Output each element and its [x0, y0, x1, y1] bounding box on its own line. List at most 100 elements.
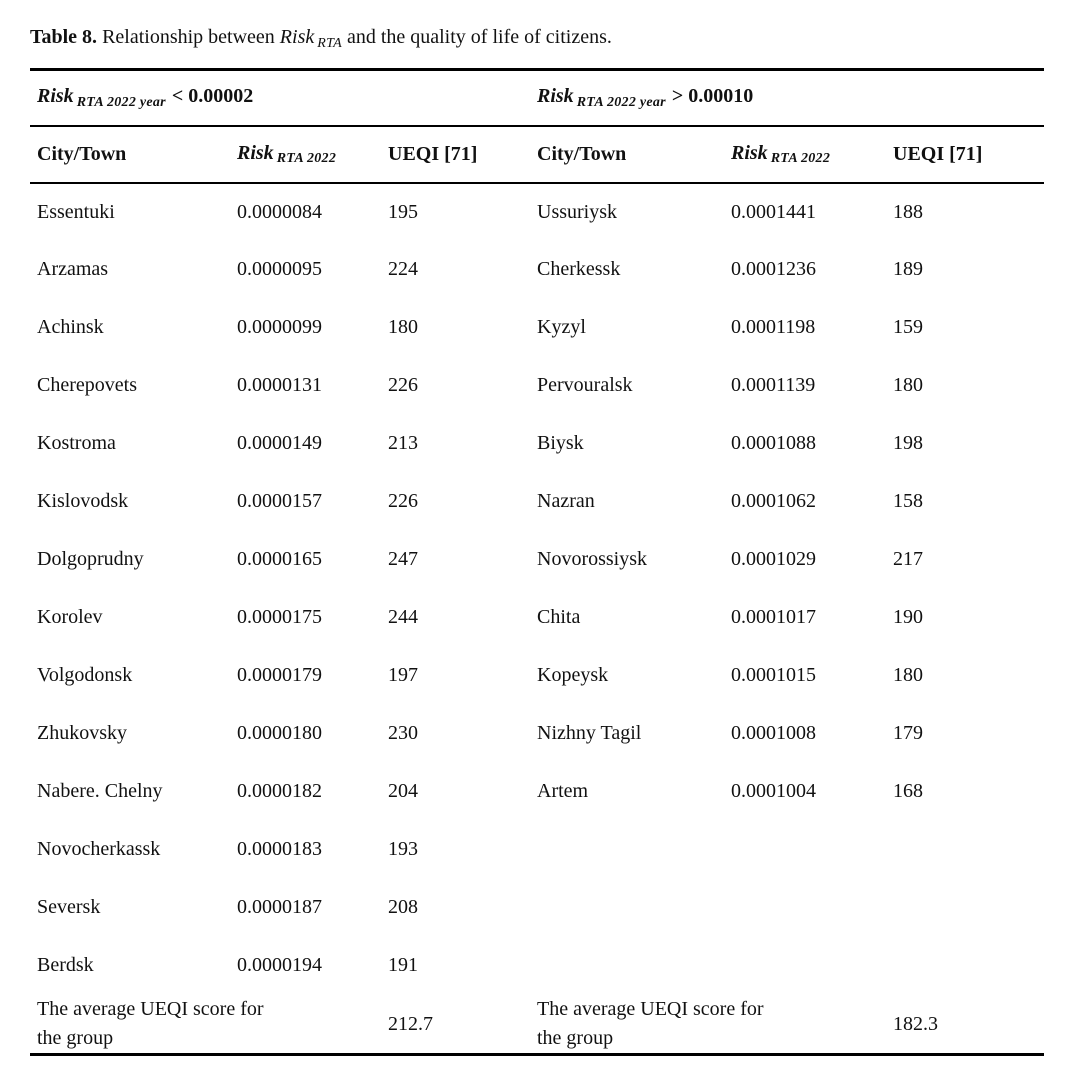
cell-city: Nizhny Tagil	[537, 722, 642, 745]
average-label-left: The average UEQI score for the group	[37, 998, 264, 1050]
cell-ueqi: 226	[388, 374, 418, 397]
table-row: Seversk 0.0000187 208	[30, 879, 1044, 937]
cell-ueqi: 195	[388, 200, 418, 223]
cell-city: Novorossiysk	[537, 548, 648, 571]
cell-city	[530, 879, 724, 937]
risk-ueqi-table: Risk RTA 2022 year < 0.00002 Risk RTA 2022 …	[30, 68, 1044, 1057]
cell-risk: 0.0000149	[237, 432, 322, 455]
col-header-ueqi-left: UEQI [71]	[381, 125, 530, 184]
risk-term-subscript: RTA	[317, 35, 342, 51]
cell-city: Artem	[537, 780, 589, 803]
col-header-risk-left: Risk RTA 2022	[230, 125, 381, 184]
table-row: Dolgoprudny 0.0000165 247 Novorossiysk 0.000…	[30, 531, 1044, 589]
cell-city: Achinsk	[37, 316, 104, 339]
group-left-risk-subscript: RTA 2022 year	[76, 94, 166, 110]
col-header-ueqi-right: UEQI [71]	[886, 125, 1044, 184]
table-row: Kostroma 0.0000149 213 Biysk 0.0001088 198	[30, 415, 1044, 473]
cell-risk: 0.0001029	[731, 548, 816, 571]
cell-risk: 0.0000194	[237, 954, 322, 977]
cell-risk: 0.0000131	[237, 374, 322, 397]
cell-risk: 0.0001015	[731, 664, 816, 687]
cell-ueqi: 244	[388, 606, 418, 629]
cell-ueqi: 197	[388, 664, 418, 687]
cell-risk: 0.0000157	[237, 490, 322, 513]
group-header-right: Risk RTA 2022 year > 0.00010	[530, 69, 1044, 127]
group-left-condition: < 0.00002	[171, 85, 254, 108]
cell-ueqi: 190	[893, 606, 923, 629]
cell-ueqi: 158	[893, 490, 923, 513]
table-caption-label: Table 8.	[30, 26, 98, 48]
table-row: Achinsk 0.0000099 180 Kyzyl 0.0001198 159	[30, 299, 1044, 357]
group-header-row: Risk RTA 2022 year < 0.00002 Risk RTA 2022 …	[30, 69, 1044, 127]
col-header-risk-word-left: Risk	[237, 141, 274, 164]
table-row: Kislovodsk 0.0000157 226 Nazran 0.0001062 158	[30, 473, 1044, 531]
group-left-risk-word: Risk	[37, 85, 74, 108]
cell-city: Seversk	[37, 896, 101, 919]
group-header-left: Risk RTA 2022 year < 0.00002	[30, 69, 530, 127]
table-row: Novocherkassk 0.0000183 193	[30, 821, 1044, 879]
cell-city: Cherkessk	[537, 258, 621, 281]
cell-ueqi: 180	[893, 374, 923, 397]
cell-ueqi	[886, 937, 1044, 995]
table-body: Essentuki 0.0000084 195 Ussuriysk 0.0001441 1…	[30, 183, 1044, 995]
table-row: Arzamas 0.0000095 224 Cherkessk 0.0001236 189	[30, 241, 1044, 299]
cell-ueqi: 159	[893, 316, 923, 339]
group-right-risk-word: Risk	[537, 85, 574, 108]
column-header-row: City/Town Risk RTA 2022 UEQI [71] City/To…	[30, 125, 1044, 184]
risk-term: Risk	[279, 26, 315, 48]
cell-ueqi	[886, 821, 1044, 879]
cell-city: Biysk	[537, 432, 584, 455]
cell-risk: 0.0001198	[731, 316, 816, 339]
cell-ueqi: 168	[893, 780, 923, 803]
table-caption-text-before: Relationship between	[97, 26, 280, 48]
col-header-city-left: City/Town	[30, 125, 230, 184]
table-row: Berdsk 0.0000194 191	[30, 937, 1044, 995]
cell-ueqi	[886, 879, 1044, 937]
cell-risk: 0.0001441	[731, 200, 816, 223]
cell-ueqi: 179	[893, 722, 923, 745]
cell-risk: 0.0001139	[731, 374, 816, 397]
cell-city	[530, 937, 724, 995]
cell-risk: 0.0000180	[237, 722, 322, 745]
cell-city: Zhukovsky	[37, 722, 127, 745]
cell-city: Nabere. Chelny	[37, 780, 163, 803]
average-value-left: 212.7	[381, 994, 530, 1057]
cell-city: Cherepovets	[37, 374, 137, 397]
col-header-risk-right: Risk RTA 2022	[724, 125, 886, 184]
cell-ueqi: 226	[388, 490, 418, 513]
cell-city: Chita	[537, 606, 581, 629]
cell-ueqi: 217	[893, 548, 923, 571]
cell-city: Novocherkassk	[37, 838, 161, 861]
table-row: Volgodonsk 0.0000179 197 Kopeysk 0.0001015 18…	[30, 647, 1044, 705]
cell-risk	[724, 879, 886, 937]
cell-risk: 0.0001236	[731, 258, 816, 281]
cell-risk: 0.0001062	[731, 490, 816, 513]
cell-ueqi: 204	[388, 780, 418, 803]
cell-risk: 0.0001088	[731, 432, 816, 455]
cell-ueqi: 247	[388, 548, 418, 571]
cell-risk: 0.0000165	[237, 548, 322, 571]
cell-city: Pervouralsk	[537, 374, 633, 397]
cell-risk: 0.0001004	[731, 780, 816, 803]
cell-risk	[724, 821, 886, 879]
table-caption: Table 8. Relationship between Risk RTA an…	[30, 25, 1044, 52]
cell-risk: 0.0000183	[237, 838, 322, 861]
cell-risk: 0.0000084	[237, 200, 322, 223]
average-value-right: 182.3	[886, 994, 1044, 1057]
cell-ueqi: 198	[893, 432, 923, 455]
cell-risk: 0.0000175	[237, 606, 322, 629]
cell-city: Kopeysk	[537, 664, 609, 687]
cell-risk	[724, 937, 886, 995]
cell-risk: 0.0000187	[237, 896, 322, 919]
cell-city: Berdsk	[37, 954, 94, 977]
cell-city: Dolgoprudny	[37, 548, 144, 571]
cell-city: Arzamas	[37, 258, 109, 281]
cell-risk: 0.0000182	[237, 780, 322, 803]
cell-ueqi: 224	[388, 258, 418, 281]
table-row: Zhukovsky 0.0000180 230 Nizhny Tagil 0.00010…	[30, 705, 1044, 763]
cell-ueqi: 189	[893, 258, 923, 281]
cell-risk: 0.0000095	[237, 258, 322, 281]
cell-city: Essentuki	[37, 200, 115, 223]
cell-city: Kislovodsk	[37, 490, 129, 513]
